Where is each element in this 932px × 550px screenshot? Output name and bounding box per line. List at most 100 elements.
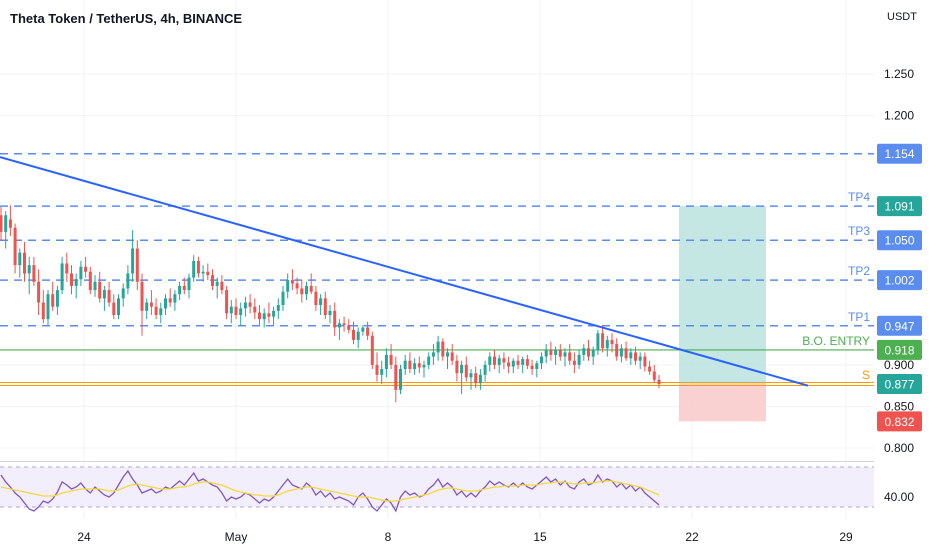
candle-body: [201, 271, 205, 274]
candle-body: [587, 348, 590, 357]
candle-body: [596, 333, 600, 350]
take-profit-zone[interactable]: [679, 206, 766, 384]
time-axis-tick: 15: [533, 530, 547, 544]
candle-body: [389, 354, 393, 365]
candle-body: [98, 281, 102, 299]
time-axis-tick: 29: [839, 530, 853, 544]
candle-body: [375, 364, 379, 375]
candle-body: [507, 362, 511, 367]
candle-body: [502, 358, 506, 363]
candle-body: [0, 215, 3, 232]
candle-body: [37, 281, 41, 303]
level-label: TP2: [848, 264, 870, 278]
candle-body: [234, 306, 238, 315]
price-tag-value: 0.947: [884, 319, 914, 333]
candle-body: [220, 281, 224, 291]
candle-body: [272, 310, 276, 317]
candle-body: [140, 281, 144, 311]
candle-body: [248, 302, 252, 307]
time-axis[interactable]: 24 May 8 15 22 29: [77, 530, 853, 544]
candle-body: [173, 294, 177, 303]
candle-body: [413, 363, 417, 370]
candle-body: [356, 331, 360, 340]
candle-body: [530, 365, 534, 370]
candle-body: [319, 298, 323, 306]
candle-body: [281, 291, 285, 306]
candle-body: [605, 339, 609, 349]
currency-label: USDT: [887, 11, 917, 23]
candle-body: [74, 279, 78, 286]
candle-body: [295, 283, 299, 289]
price-tag-value: 0.877: [884, 377, 914, 391]
candle-body: [23, 252, 26, 274]
time-axis-tick: 8: [385, 530, 392, 544]
candle-body: [117, 298, 120, 315]
candle-body: [126, 273, 130, 289]
candle-body: [8, 219, 12, 228]
candle-body: [121, 288, 125, 299]
rsi-line: [0, 469, 660, 513]
candle-body: [286, 280, 290, 292]
chart-title: Theta Token / TetherUS, 4h, BINANCE: [10, 11, 242, 26]
candle-body: [93, 281, 97, 291]
candle-body: [314, 291, 318, 306]
candle-body: [267, 313, 271, 317]
candle-body: [657, 379, 661, 384]
descending-trendline[interactable]: [0, 156, 809, 387]
candle-body: [149, 302, 153, 307]
candle-body: [276, 305, 280, 311]
price-axis-tick: 0.900: [884, 358, 914, 372]
price-tag-value: 1.002: [884, 274, 914, 288]
pane-divider: [0, 461, 874, 462]
candle-body: [187, 277, 191, 291]
candle-body: [18, 252, 22, 266]
price-axis-tick: 0.800: [884, 441, 914, 455]
candle-body: [196, 260, 200, 274]
candle-body: [107, 290, 111, 303]
candle-body: [403, 360, 407, 370]
horizontal-levels[interactable]: TP4 TP3 TP2 TP1 B.O. ENTRY S: [0, 152, 874, 386]
candle-body: [652, 371, 656, 380]
level-label: TP3: [848, 224, 870, 238]
candle-body: [436, 341, 440, 353]
price-tag: [877, 230, 922, 251]
candle-body: [211, 275, 214, 286]
candle-body: [206, 271, 210, 276]
candle-body: [460, 364, 464, 374]
candle-body: [474, 373, 478, 384]
candle-body: [70, 273, 73, 286]
candle-body: [399, 369, 402, 390]
candle-body: [51, 294, 55, 307]
candle-body: [540, 356, 543, 364]
candle-body: [342, 323, 346, 325]
candle-body: [629, 352, 633, 359]
price-axis[interactable]: USDT 1.154 1.091 1.050 1.002 0.947 0.918 0.877…: [877, 11, 922, 504]
candle-body: [361, 327, 365, 332]
stop-loss-zone[interactable]: [679, 383, 766, 422]
candle-body: [112, 302, 116, 315]
candle-body: [648, 366, 652, 372]
candle-body: [558, 349, 562, 357]
candle-body: [394, 364, 398, 390]
candle-body: [79, 266, 83, 280]
candle-body: [427, 356, 431, 365]
price-tag: [877, 196, 922, 217]
price-tag: [877, 373, 922, 394]
candle-body: [535, 363, 539, 370]
candle-body: [366, 327, 370, 336]
level-label: B.O. ENTRY: [802, 334, 870, 348]
candle-body: [290, 280, 294, 284]
time-axis-tick: 22: [685, 530, 699, 544]
candle-body: [145, 302, 149, 311]
position-zones[interactable]: [679, 206, 766, 422]
candle-body: [333, 310, 337, 328]
rsi-axis-tick: 40.00: [884, 490, 914, 504]
time-axis-tick: 24: [77, 530, 91, 544]
candle-body: [88, 271, 92, 291]
candle-body: [417, 363, 421, 368]
price-tag-value: 1.154: [884, 147, 914, 161]
candle-body: [469, 373, 473, 378]
candle-body: [591, 349, 595, 357]
candle-body: [441, 341, 445, 357]
